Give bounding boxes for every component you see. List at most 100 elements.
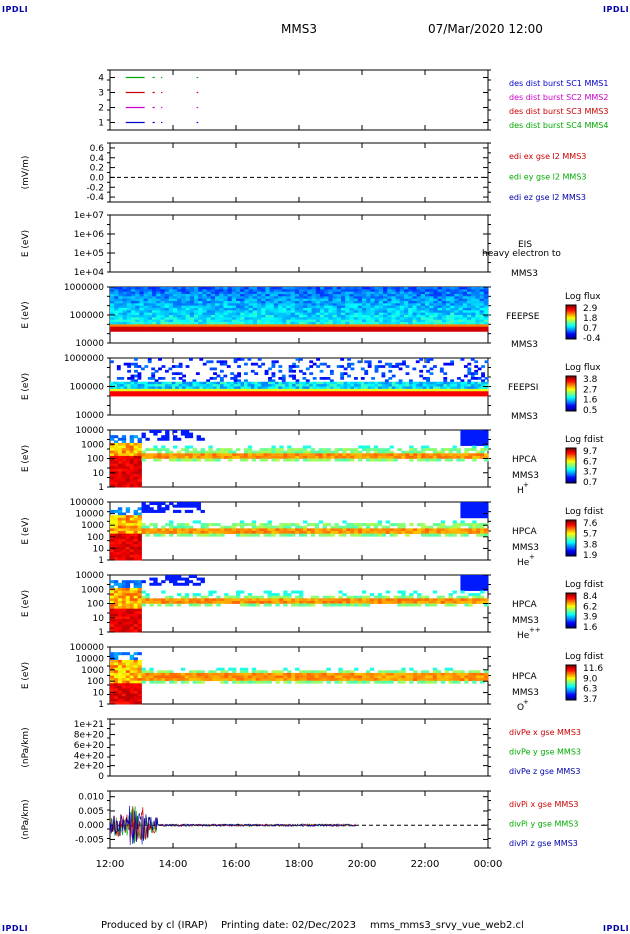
spectrogram-cell [189, 289, 195, 293]
spectrogram-cell [196, 528, 201, 532]
spectrogram-cell [295, 531, 300, 535]
spectrogram-cell [110, 593, 115, 597]
spectrogram-cell [329, 388, 334, 392]
spectrogram-cell [233, 360, 238, 364]
spectrogram-cell [139, 289, 144, 293]
spectrogram-cell [231, 294, 237, 297]
spectrogram-cell [257, 384, 262, 387]
spectrogram-cell [318, 528, 324, 532]
spectrogram-cell [472, 585, 477, 589]
spectrogram-cell [450, 391, 455, 395]
spectrogram-cell [216, 458, 221, 462]
spectrogram-cell [360, 367, 365, 371]
spectrogram-cell [188, 525, 194, 529]
spectrogram-cell [433, 317, 438, 321]
spectrogram-cell [286, 289, 291, 293]
spectrogram-cell [338, 525, 343, 529]
spectrogram-cell [408, 305, 413, 309]
spectrogram-cell [210, 315, 216, 318]
spectrogram-cell [182, 393, 186, 397]
spectrogram-cell [273, 305, 279, 309]
spectrogram-cell [370, 308, 375, 311]
spectrogram-cell [468, 507, 473, 511]
spectrogram-cell [457, 381, 461, 385]
spectrogram-cell [165, 577, 170, 581]
spectrogram-cell [282, 322, 287, 325]
spectrogram-cell [433, 393, 437, 397]
spectrogram-cell [468, 432, 473, 436]
spectrogram-cell [261, 301, 266, 304]
spectrogram-cell [450, 360, 455, 364]
spectrogram-cell [365, 455, 371, 459]
spectrogram-cell [149, 531, 154, 535]
spectrogram-cell [295, 455, 300, 459]
spectrogram-cell [261, 381, 266, 385]
spectrogram-cell [295, 453, 300, 457]
spectrogram-cell [279, 600, 284, 604]
spectrogram-cell [133, 450, 138, 454]
spectrogram-cell [169, 450, 174, 454]
spectrogram-cell [462, 289, 468, 293]
spectrogram-cell [273, 301, 279, 304]
spectrogram-cell [310, 458, 316, 462]
spectrogram-cell [385, 598, 390, 602]
spectrogram-cell [399, 291, 405, 295]
spectrogram-cell [175, 391, 180, 395]
spectrogram-cell [417, 528, 422, 532]
spectrogram-cell [129, 458, 135, 462]
spectrogram-cell [133, 554, 138, 558]
spectrogram-cell [401, 595, 406, 599]
spectrogram-cell [192, 582, 198, 586]
spectrogram-cell [236, 301, 241, 304]
spectrogram-cell [110, 474, 115, 478]
spectrogram-cell [328, 317, 333, 321]
spectrogram-cell [206, 298, 212, 302]
spectrogram-cell [117, 481, 123, 485]
spectrogram-cell [244, 287, 249, 290]
spectrogram-cell [173, 291, 178, 295]
spectrogram-cell [264, 381, 269, 385]
colorbar-segment [566, 464, 576, 466]
spectrogram-cell [366, 305, 371, 309]
spectrogram-cell [476, 453, 481, 457]
spectrogram-cell [113, 546, 119, 550]
spectrogram-cell [336, 388, 341, 392]
spectrogram-cell [251, 453, 257, 457]
spectrogram-cell [212, 598, 217, 602]
spectrogram-cell [413, 448, 418, 452]
spectrogram-cell [404, 308, 409, 311]
spectrogram-cell [471, 319, 476, 323]
spectrogram-cell [223, 319, 228, 323]
spectrogram-cell [358, 445, 363, 449]
spectrogram-cell [433, 298, 438, 302]
spectrogram-cell [287, 595, 292, 599]
spectrogram-cell [474, 369, 479, 373]
spectrogram-cell [448, 525, 453, 529]
spectrogram-cell [391, 391, 396, 395]
spectrogram-cell [164, 369, 169, 373]
spectrogram-cell [450, 303, 455, 307]
spectrogram-cell [158, 393, 162, 397]
spectrogram-cell [454, 312, 459, 316]
spectrogram-cell [345, 319, 350, 323]
spectrogram-cell [157, 437, 162, 441]
spacecraft-title: MMS3 [281, 22, 317, 36]
spectrogram-cell [243, 603, 249, 607]
spectrogram-cell [472, 587, 477, 591]
spectrogram-cell [446, 393, 451, 397]
spectrogram-cell [263, 533, 268, 537]
spectrogram-cell [117, 587, 123, 591]
spectrogram-cell [328, 305, 333, 309]
spectrogram-cell [143, 303, 149, 307]
spectrogram-cell [285, 391, 290, 395]
spectrogram-cell [137, 386, 142, 390]
colorbar-segment [566, 530, 576, 533]
spectrogram-cell [305, 393, 310, 397]
spectrogram-cell [417, 593, 422, 597]
spectrogram-cell [405, 381, 410, 385]
spectrogram-cell [204, 525, 209, 529]
spectrogram-cell [338, 598, 343, 602]
spectrogram-cell [139, 301, 144, 304]
spectrogram-cell [152, 289, 157, 293]
spectrogram-cell [310, 453, 316, 457]
